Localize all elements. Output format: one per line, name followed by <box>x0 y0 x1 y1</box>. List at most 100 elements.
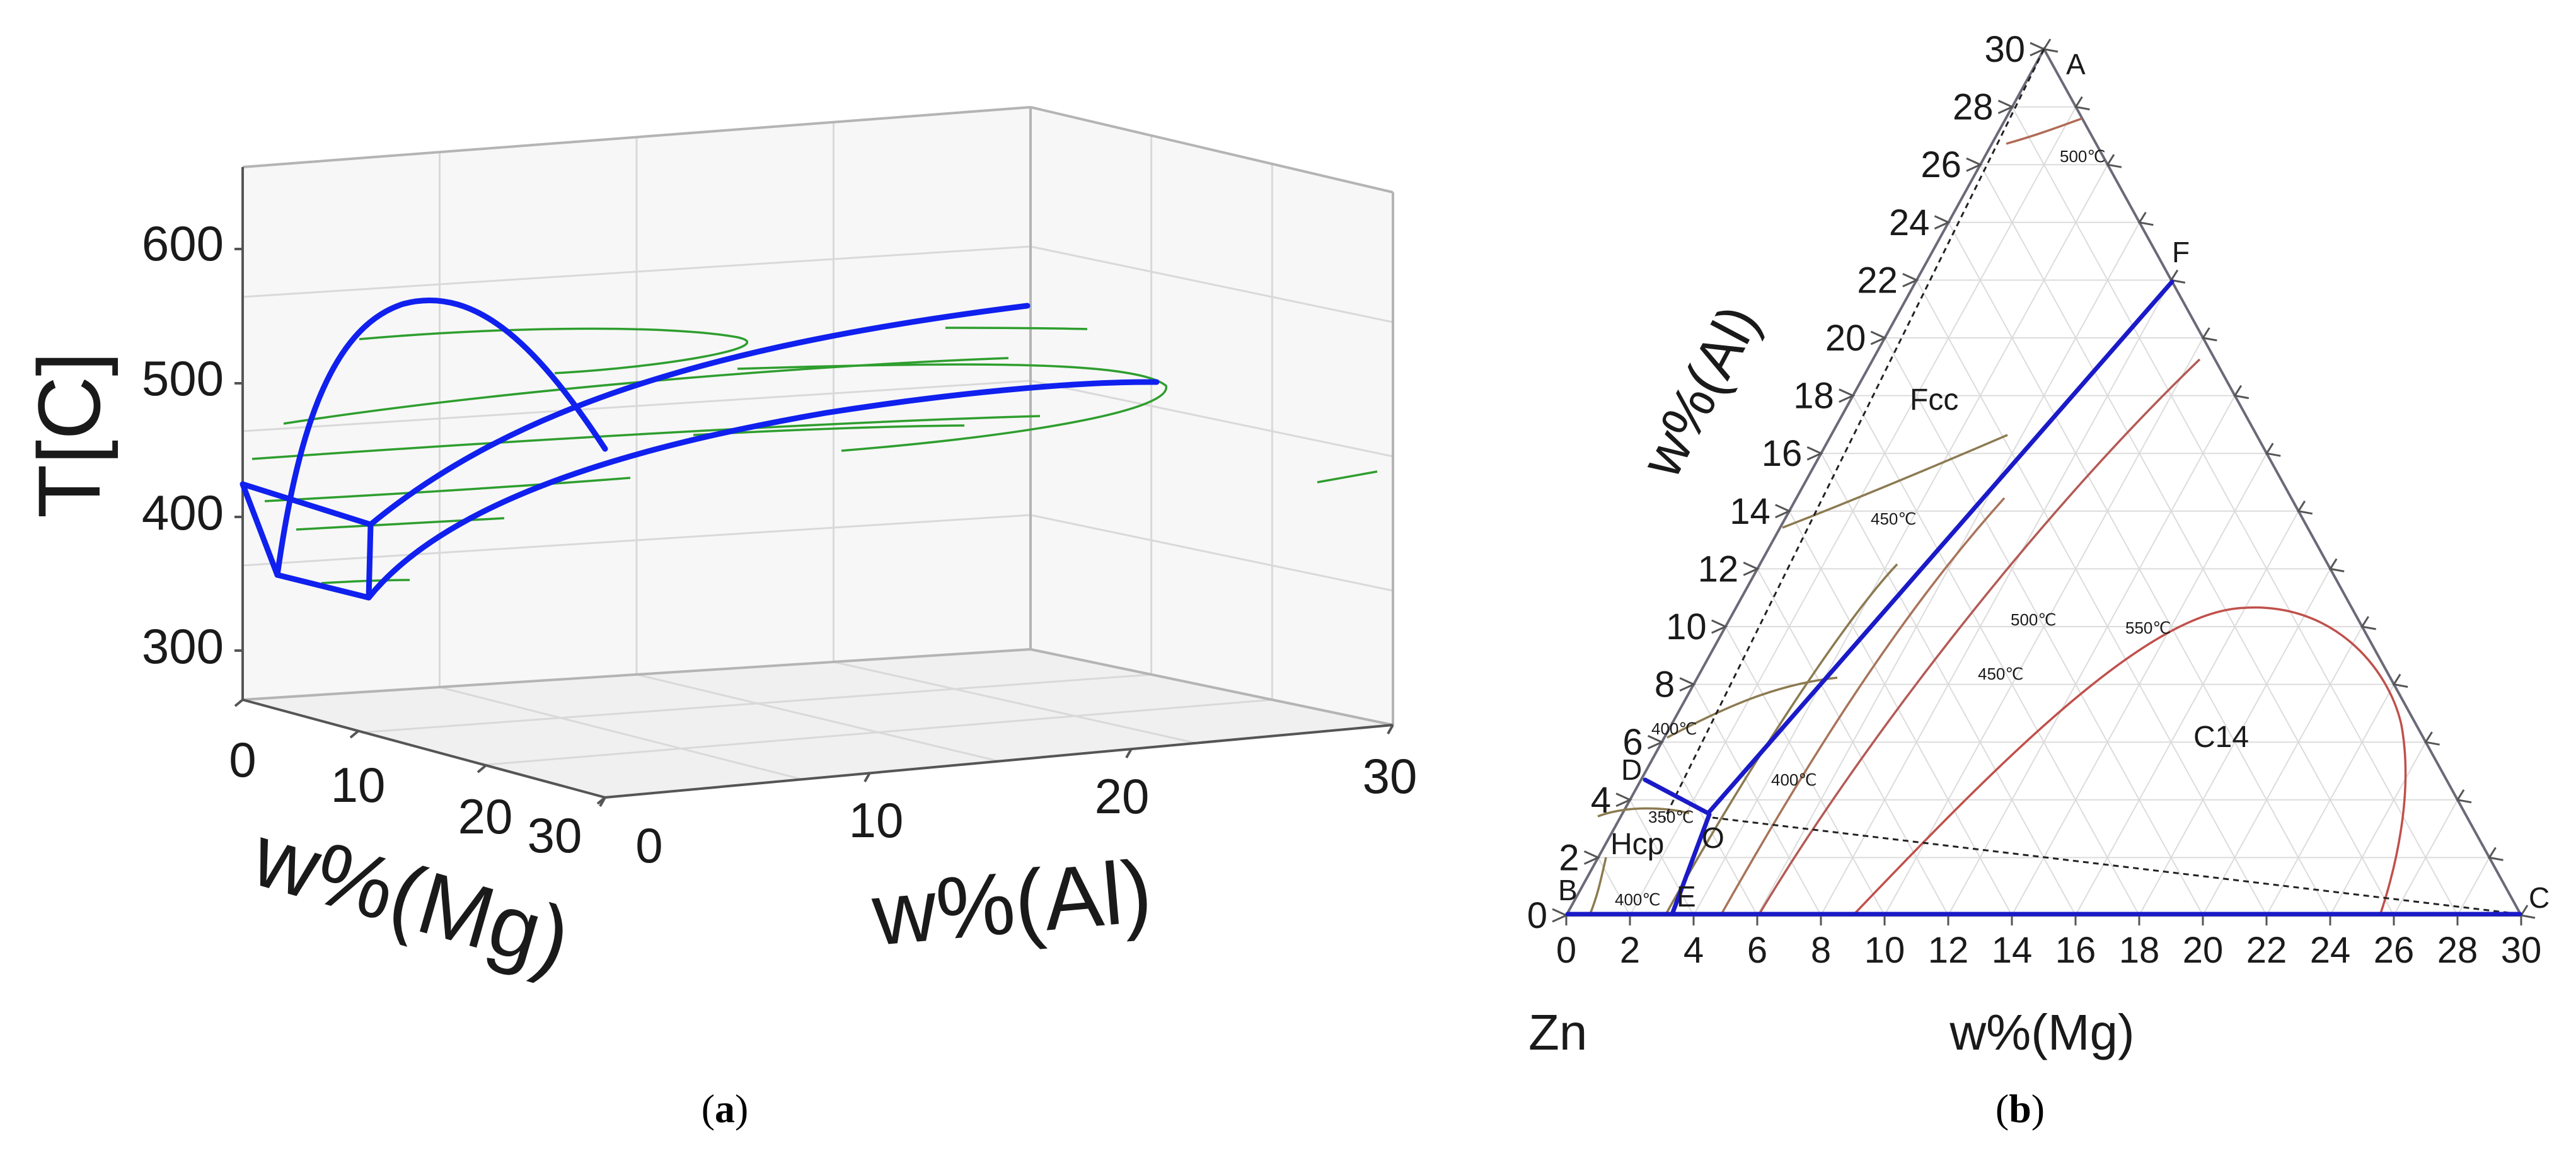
corner-label-zn: Zn <box>1528 1004 1587 1060</box>
isotherm-label: 400℃ <box>1615 890 1661 909</box>
isotherm-label: 550℃ <box>2125 618 2171 637</box>
bottom-tick-label: 2 <box>1620 930 1640 971</box>
isotherm-600 <box>359 327 749 374</box>
isotherm-tail <box>1317 470 1378 484</box>
ternary-isotherms <box>1588 117 2407 917</box>
z-tick-label: 500 <box>142 351 224 406</box>
left-tick-label: 10 <box>1666 606 1707 647</box>
isotherm-label: 350℃ <box>1648 808 1694 826</box>
right-tick <box>2392 673 2408 688</box>
right-tick <box>2424 731 2440 746</box>
valley-lines <box>240 298 1160 601</box>
ternary-grid-line <box>2457 857 2490 916</box>
mg-tick <box>349 730 359 739</box>
left-tick-label: 28 <box>1953 87 1994 128</box>
point-label-a: A <box>2066 48 2086 81</box>
al-tick-label: 30 <box>1363 748 1418 804</box>
bottom-tick-label: 6 <box>1747 930 1767 971</box>
right-tick <box>2106 154 2122 168</box>
left-tick <box>1743 562 1760 576</box>
bottom-tick-labels: 0 2 4 6 8 10 12 14 16 18 20 22 24 26 28 30 <box>1556 930 2541 971</box>
left-tick-label: 0 <box>1527 895 1547 936</box>
bottom-tick-label: 14 <box>1992 930 2033 971</box>
right-tick <box>2233 385 2250 400</box>
left-tick <box>1966 157 1983 172</box>
dashed-o-c <box>1712 816 2521 915</box>
ternary-grid-line <box>1820 453 2076 916</box>
left-tick <box>1615 792 1632 808</box>
left-tick-label: 22 <box>1857 260 1898 301</box>
mg-tick <box>477 765 487 773</box>
ternary-grid-line <box>1693 684 1822 916</box>
right-tick <box>2074 96 2090 111</box>
z-tick-label: 600 <box>142 216 224 271</box>
left-tick-label: 6 <box>1622 722 1643 763</box>
grid-line <box>1030 245 1394 323</box>
ternary-grid-line <box>1884 337 2203 916</box>
grid-line <box>1030 380 1394 458</box>
ternary-grid-line <box>1661 741 1758 916</box>
ternary-triangle <box>1564 46 2524 917</box>
isotherm-500-a <box>251 415 1041 460</box>
left-tick <box>1806 446 1823 461</box>
left-tick <box>1997 100 2015 114</box>
point-label-b: B <box>1558 874 1578 907</box>
mg-tick-label: 30 <box>528 808 582 863</box>
isotherm-c14-450 <box>1719 497 2006 916</box>
right-tick <box>2456 789 2472 804</box>
ternary-grid-line <box>1852 395 2140 916</box>
z-axis-label: T[C] <box>20 352 118 518</box>
ternary-grid-line <box>2075 511 2299 916</box>
mg-tick-label: 0 <box>229 732 256 787</box>
left-tick-label: 2 <box>1559 837 1579 878</box>
left-tick-label: 4 <box>1591 780 1611 821</box>
al-tick <box>1125 748 1133 758</box>
z-tick-labels: 600 500 400 300 <box>142 216 224 674</box>
grid-line <box>439 686 802 780</box>
point-labels: A B C D E F O <box>1558 48 2550 914</box>
axis-ticks <box>234 248 1394 807</box>
ternary-grid-line <box>1948 222 2331 916</box>
line-o-f <box>1706 279 2175 816</box>
phase-labels: Fcc Hcp C14 <box>1610 383 2249 861</box>
isotherm-c14-500 <box>1757 358 2201 916</box>
left-tick-label: 18 <box>1793 376 1834 417</box>
grid-line <box>636 673 1000 762</box>
isotherm-label: 400℃ <box>1771 770 1817 789</box>
isotherm-label: 450℃ <box>1978 664 2024 683</box>
bottom-tick-label: 24 <box>2310 930 2351 971</box>
grid-line <box>484 698 1273 766</box>
left-tick-label: 26 <box>1920 144 1961 185</box>
mg-tick <box>234 698 244 707</box>
line-e-o <box>1670 812 1712 917</box>
left-tick <box>1679 677 1696 692</box>
isotherm-350 <box>1597 807 1690 818</box>
panel-b-ternary: 0 2 4 6 8 10 12 14 16 18 20 22 24 26 28 30 024681012141… <box>1527 29 2550 1131</box>
left-tick <box>1552 908 1569 923</box>
left-tick <box>1870 330 1887 345</box>
point-label-f: F <box>2172 236 2190 269</box>
valley-line-upper <box>367 303 1031 528</box>
bottom-tick-label: 20 <box>2183 930 2224 971</box>
box-frame <box>242 106 1394 726</box>
al-tick-label: 10 <box>849 792 904 848</box>
valley-line-lower <box>366 379 1160 601</box>
right-tick <box>2137 212 2154 226</box>
ternary-grid-line <box>1915 279 2267 916</box>
grid-lines <box>242 122 1394 780</box>
al-tick <box>863 772 871 782</box>
isotherm-label: 500℃ <box>2060 147 2106 166</box>
right-tick <box>2360 616 2376 630</box>
isotherm-hcp-400 <box>1588 857 1607 916</box>
left-tick-label: 16 <box>1762 433 1803 474</box>
mg-tick-labels: 0 10 20 30 <box>229 732 582 863</box>
bottom-tick-label: 28 <box>2437 930 2478 971</box>
panel-a-3d-plot: 600 500 400 300 0 10 20 30 0 10 20 30 T[… <box>20 106 1418 1131</box>
isotherm-450-a <box>264 477 631 502</box>
ternary-grid-line <box>1948 395 2236 916</box>
grid-line <box>833 661 1196 745</box>
al-axis-label: w%(Al) <box>1629 295 1772 488</box>
right-tick <box>2042 38 2059 53</box>
